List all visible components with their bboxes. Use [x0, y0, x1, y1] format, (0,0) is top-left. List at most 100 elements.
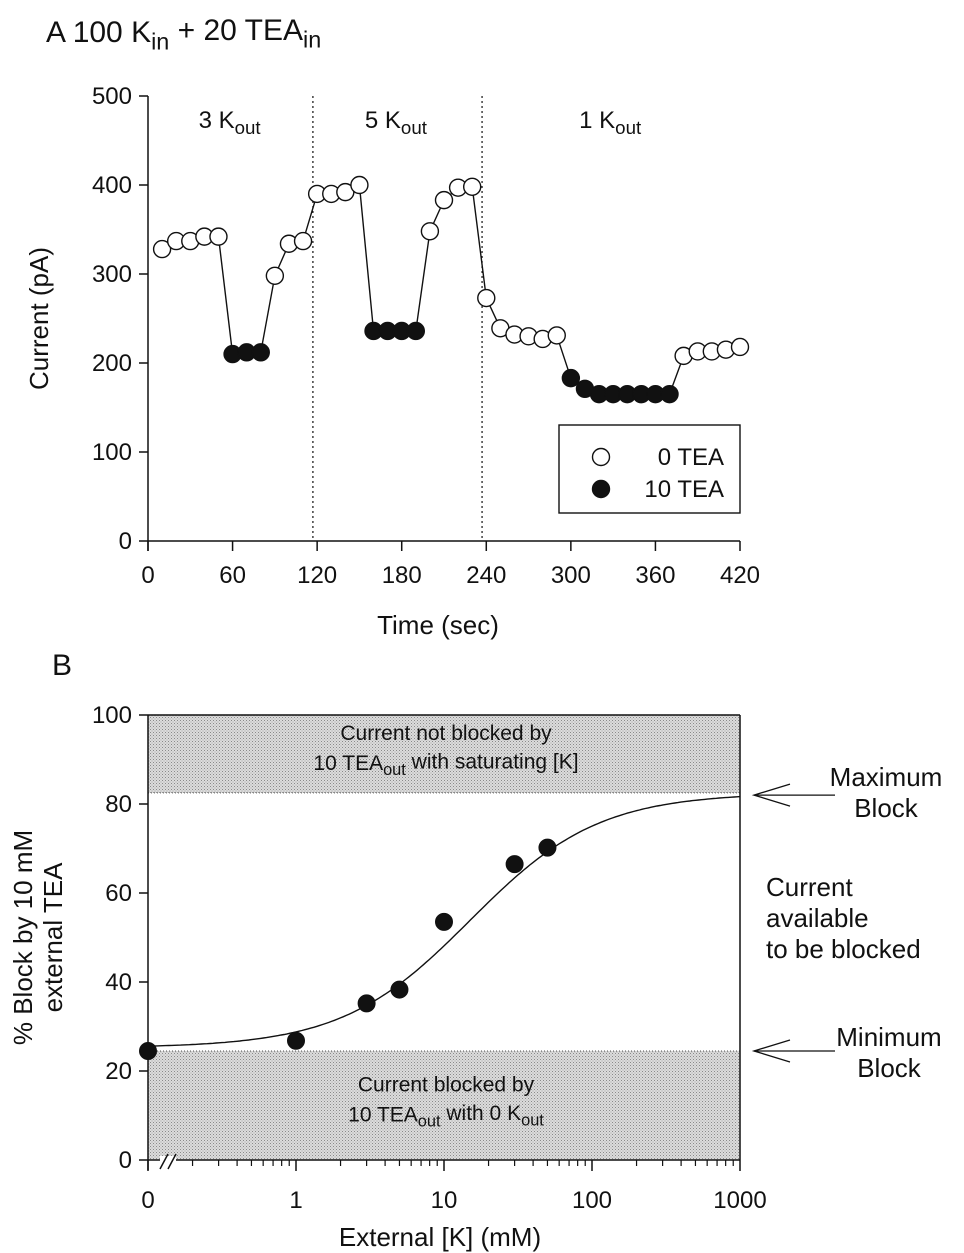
text-part: 3 K	[199, 107, 235, 134]
data-point	[435, 912, 453, 931]
x-tick-label: 10	[431, 1187, 458, 1214]
y-tick-label: 20	[105, 1058, 132, 1085]
y-axis-label: % Block by 10 mM	[8, 830, 38, 1045]
region-text: Current not blocked by	[340, 722, 552, 745]
y-tick-label: 500	[92, 83, 132, 110]
x-tick-label: 100	[572, 1187, 612, 1214]
subscript-text: out	[235, 117, 262, 138]
section-label: 5 Kout	[365, 107, 428, 138]
panel-b-title: B	[52, 649, 72, 682]
region-text: 10 TEAout with saturating [K]	[313, 750, 578, 779]
maximum-block-label: Block	[854, 793, 919, 823]
x-tick-label: 120	[297, 562, 337, 589]
text-part: A 100 K	[46, 16, 151, 49]
data-point-0-tea	[209, 227, 228, 246]
data-point-0-tea	[462, 177, 482, 196]
data-point	[505, 855, 524, 874]
subscript-text: in	[151, 28, 169, 54]
subscript-text: in	[303, 26, 321, 52]
data-point-0-tea	[477, 288, 496, 308]
fit-curve	[147, 795, 741, 1047]
x-tick-label: 300	[551, 562, 591, 589]
data-point	[538, 838, 557, 857]
minimum-block-arrow-head	[751, 1039, 791, 1063]
data-point-0-tea	[547, 326, 566, 345]
subscript-text: out	[383, 761, 406, 779]
data-point-10-tea	[251, 343, 270, 362]
axis-break-mark	[167, 1153, 177, 1170]
y-tick-label: 300	[92, 261, 132, 288]
y-tick-label: 80	[105, 791, 132, 818]
subscript-text: out	[521, 1111, 544, 1129]
text-part: 1 K	[579, 107, 615, 134]
data-point-0-tea	[152, 239, 172, 259]
legend-box	[558, 424, 741, 514]
legend-marker	[591, 479, 611, 499]
text-part: 5 K	[365, 107, 401, 134]
data-point	[287, 1031, 305, 1050]
x-tick-label: 1000	[713, 1187, 766, 1214]
x-tick-label: 240	[466, 562, 506, 589]
section-label: 3 Kout	[199, 107, 262, 138]
text-part: 10 TEA	[348, 1103, 418, 1126]
data-point	[139, 1041, 157, 1060]
y-tick-label: 100	[92, 439, 132, 466]
shaded-region-bottom	[148, 1050, 740, 1160]
text-part: Current blocked by	[358, 1073, 535, 1096]
legend-marker	[591, 447, 611, 467]
y-tick-label: 40	[105, 969, 132, 996]
data-point-0-tea	[350, 175, 369, 195]
data-point-0-tea	[730, 337, 750, 357]
axis-break-mark	[159, 1153, 169, 1170]
region-text: 10 TEAout with 0 Kout	[348, 1102, 544, 1131]
text-part: with saturating [K]	[406, 750, 579, 773]
subscript-text: out	[401, 117, 428, 138]
legend-label: 0 TEA	[658, 444, 724, 471]
y-tick-label: 60	[105, 880, 132, 907]
minimum-block-label: Block	[857, 1053, 922, 1083]
text-part: B	[52, 649, 72, 682]
x-tick-label: 180	[382, 562, 422, 589]
legend-label: 10 TEA	[644, 476, 724, 503]
data-point-10-tea	[660, 384, 679, 404]
data-point-10-tea	[406, 321, 426, 341]
y-axis-label: Current (pA)	[24, 247, 54, 390]
x-axis-label: External [K] (mM)	[339, 1222, 541, 1252]
y-tick-label: 0	[119, 528, 132, 555]
maximum-block-arrow-head	[751, 783, 791, 807]
current-available-label: available	[766, 903, 869, 933]
current-available-label: to be blocked	[766, 934, 921, 964]
data-point-0-tea	[265, 266, 285, 285]
maximum-block-label: Maximum	[830, 762, 943, 792]
y-axis-label: external TEA	[38, 862, 68, 1012]
data-point	[390, 980, 409, 999]
axis-break-gap	[160, 1156, 176, 1170]
subscript-text: out	[615, 117, 642, 138]
data-point-0-tea	[293, 231, 313, 251]
current-available-label: Current	[766, 872, 853, 902]
y-tick-label: 100	[92, 702, 132, 729]
section-label: 1 Kout	[579, 107, 642, 138]
x-axis-label: Time (sec)	[377, 610, 499, 640]
x-tick-label: 0	[141, 1187, 154, 1214]
x-tick-label: 1	[289, 1187, 302, 1214]
shaded-region-top	[148, 715, 740, 793]
text-part: 10 TEA	[313, 752, 383, 775]
x-tick-label: 60	[219, 562, 246, 589]
text-part: + 20 TEA	[169, 14, 303, 47]
text-part: with 0 K	[441, 1102, 522, 1125]
y-tick-label: 400	[92, 172, 132, 199]
panel-a-title: A 100 Kin + 20 TEAin	[46, 14, 321, 55]
x-tick-label: 420	[720, 562, 760, 589]
y-tick-label: 200	[92, 350, 132, 377]
x-tick-label: 360	[635, 562, 675, 589]
subscript-text: out	[418, 1113, 441, 1131]
data-point-0-tea	[434, 190, 454, 210]
x-tick-label: 0	[141, 562, 154, 589]
data-point	[357, 994, 376, 1013]
minimum-block-label: Minimum	[836, 1022, 941, 1052]
region-text: Current blocked by	[358, 1073, 535, 1096]
